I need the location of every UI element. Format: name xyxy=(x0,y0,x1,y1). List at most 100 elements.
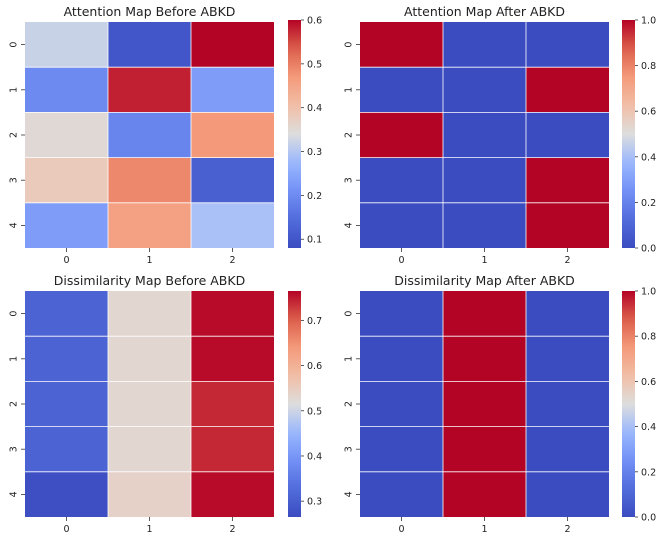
heatmap-cell xyxy=(191,336,274,382)
colorbar: 0.0 0.2 0.4 0.6 0.8 1.0 xyxy=(622,16,656,255)
heatmap-cell xyxy=(25,291,108,337)
heatmap-cell xyxy=(360,202,443,248)
x-tick-label: 1 xyxy=(481,524,487,535)
heatmap-cell xyxy=(360,381,443,427)
y-tick-label: 4 xyxy=(344,491,355,497)
heatmap-cell xyxy=(108,291,191,337)
heatmap-cell xyxy=(360,291,443,337)
y-tick-label: 3 xyxy=(9,177,20,183)
y-tick-label: 2 xyxy=(9,401,20,407)
heatmap-cell xyxy=(443,202,526,248)
heatmap-cell xyxy=(443,22,526,68)
heatmap-cell xyxy=(526,426,609,472)
colorbar: 0.0 0.2 0.4 0.6 0.8 1.0 xyxy=(622,287,656,524)
x-tick-label: 1 xyxy=(146,524,152,535)
heatmap-cell xyxy=(526,202,609,248)
heatmap-cell xyxy=(191,202,274,248)
heatmap-cell xyxy=(191,471,274,517)
heatmap-panel-2: Dissimilarity Map Before ABKD 0 1 2 0 1 2 3 4 0.3… xyxy=(9,273,323,535)
colorbar-gradient xyxy=(622,20,635,248)
heatmap-cell xyxy=(360,471,443,517)
y-tick-label: 2 xyxy=(344,132,355,138)
colorbar-tick-label: 0.2 xyxy=(641,198,656,209)
colorbar-tick-label: 0.4 xyxy=(307,451,322,462)
colorbar-gradient xyxy=(622,291,635,517)
colorbar-tick-label: 0.5 xyxy=(307,406,322,417)
colorbar-tick-label: 0.0 xyxy=(641,513,656,524)
colorbar-gradient xyxy=(288,20,301,248)
y-tick-label: 4 xyxy=(344,222,355,228)
heatmap-cell xyxy=(443,112,526,158)
y-tick-label: 3 xyxy=(344,446,355,452)
heatmap-cell xyxy=(191,112,274,158)
heatmap-cell xyxy=(191,426,274,472)
colorbar-tick-label: 1.0 xyxy=(641,16,656,27)
heatmap-cell xyxy=(360,157,443,203)
heatmap-cell xyxy=(108,202,191,248)
x-tick-label: 2 xyxy=(564,524,570,535)
y-tick-label: 2 xyxy=(344,401,355,407)
y-tick-label: 4 xyxy=(9,222,20,228)
colorbar-tick-label: 0.0 xyxy=(641,244,656,255)
heatmap-cell xyxy=(526,22,609,68)
heatmap-cell xyxy=(443,291,526,337)
colorbar-tick-label: 0.2 xyxy=(307,191,322,202)
colorbar-tick-label: 0.2 xyxy=(641,467,656,478)
colorbar-tick-label: 0.6 xyxy=(641,377,656,388)
heatmap-cell xyxy=(443,336,526,382)
heatmap-cell xyxy=(526,381,609,427)
panel-title: Attention Map After ABKD xyxy=(404,4,565,19)
y-tick-label: 0 xyxy=(344,42,355,48)
heatmap-cell xyxy=(191,291,274,337)
heatmap-cell xyxy=(108,22,191,68)
heatmap-cell xyxy=(108,381,191,427)
colorbar-tick-label: 0.7 xyxy=(307,316,322,327)
x-tick-label: 0 xyxy=(63,255,69,266)
heatmap-cell xyxy=(25,202,108,248)
heatmap-cell xyxy=(526,471,609,517)
colorbar-tick-label: 0.6 xyxy=(641,107,656,118)
heatmap-cell xyxy=(360,22,443,68)
heatmap-cell xyxy=(108,67,191,113)
x-tick-label: 1 xyxy=(481,255,487,266)
heatmap-cell xyxy=(108,426,191,472)
panel-title: Attention Map Before ABKD xyxy=(64,4,236,19)
heatmap-cell xyxy=(526,291,609,337)
colorbar-tick-label: 0.4 xyxy=(307,103,322,114)
y-tick-label: 0 xyxy=(9,311,20,317)
x-tick-label: 2 xyxy=(229,524,235,535)
heatmap-cell xyxy=(443,67,526,113)
heatmap-cell xyxy=(443,426,526,472)
y-tick-label: 4 xyxy=(9,491,20,497)
colorbar: 0.1 0.2 0.3 0.4 0.5 0.6 xyxy=(288,16,322,248)
heatmap-cell xyxy=(191,157,274,203)
heatmap-cell xyxy=(25,157,108,203)
y-tick-label: 1 xyxy=(9,87,20,93)
heatmap-cell xyxy=(360,112,443,158)
colorbar-tick-label: 0.6 xyxy=(307,361,322,372)
colorbar-tick-label: 0.4 xyxy=(641,152,656,163)
heatmap-cell xyxy=(191,67,274,113)
heatmap-cell xyxy=(25,471,108,517)
colorbar-tick-label: 0.5 xyxy=(307,59,322,70)
heatmap-cell xyxy=(360,426,443,472)
y-tick-label: 2 xyxy=(9,132,20,138)
heatmap-cell xyxy=(526,67,609,113)
heatmap-cell xyxy=(25,336,108,382)
colorbar-tick-label: 0.8 xyxy=(641,61,656,72)
y-tick-label: 0 xyxy=(9,42,20,48)
heatmap-cell xyxy=(25,22,108,68)
heatmap-cell xyxy=(108,336,191,382)
x-tick-label: 0 xyxy=(398,524,404,535)
x-tick-label: 2 xyxy=(564,255,570,266)
heatmap-cell xyxy=(360,67,443,113)
heatmap-cell xyxy=(191,22,274,68)
y-tick-label: 1 xyxy=(344,87,355,93)
y-tick-label: 1 xyxy=(9,356,20,362)
heatmap-cell xyxy=(108,471,191,517)
heatmap-cell xyxy=(526,336,609,382)
x-tick-label: 0 xyxy=(398,255,404,266)
